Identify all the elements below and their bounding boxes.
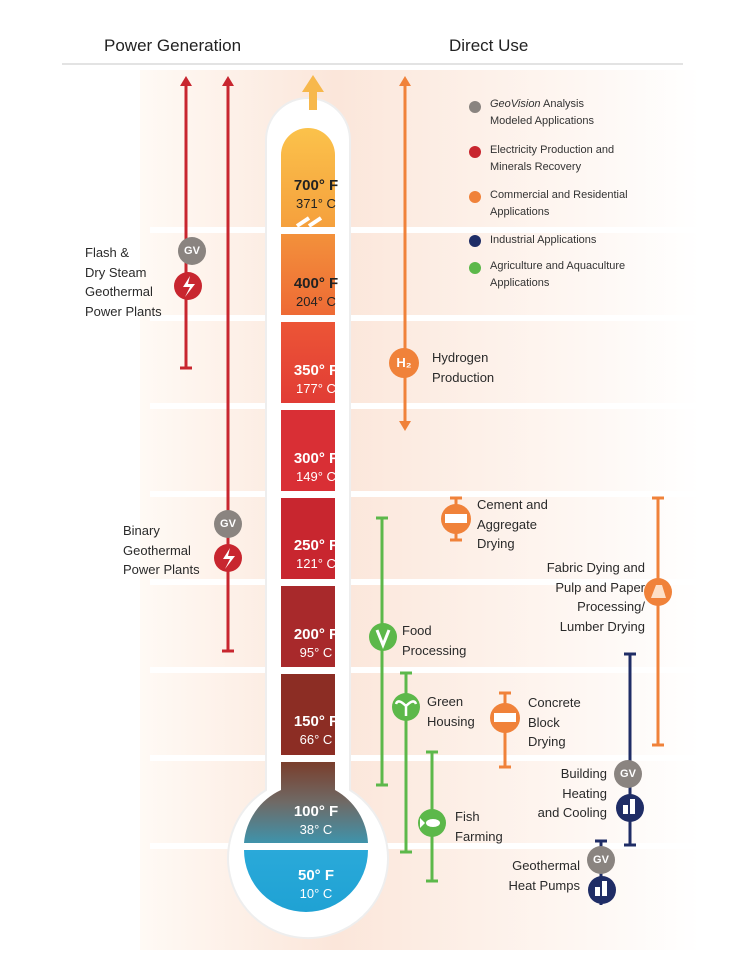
gv-badge-icon: GV: [587, 846, 615, 874]
label-flash-dry-steam: Flash & Dry Steam Geothermal Power Plant…: [85, 245, 162, 319]
gv-badge-icon: [469, 101, 481, 113]
label-building-heating: Building Heating and Cooling: [537, 766, 607, 820]
background-band: [140, 70, 700, 950]
legend-item-agriculture: Agriculture and Aquaculture Applications: [490, 260, 626, 289]
hydrogen-icon: H₂: [389, 348, 419, 378]
temp-label-700: 700° F 371° C: [293, 177, 339, 211]
legend-item-geovision: GeoVision Analysis Modeled Applications: [490, 98, 594, 127]
corn-icon: [369, 623, 397, 651]
label-green-housing: Green Housing: [427, 694, 475, 729]
label-food-processing: Food Processing: [402, 623, 467, 658]
label-hydrogen: Hydrogen Production: [432, 350, 495, 385]
gv-badge-icon: GV: [614, 760, 642, 788]
label-heat-pumps: Geothermal Heat Pumps: [508, 858, 580, 893]
gv-badge-icon: GV: [214, 510, 242, 538]
temp-label-150: 150° F 66° C: [293, 713, 339, 747]
legend-item-industrial: Industrial Applications: [490, 234, 597, 246]
temp-label-100: 100° F 38° C: [293, 803, 339, 837]
up-arrow-icon: [302, 75, 324, 110]
legend-dot-industrial: [469, 235, 481, 247]
header-direct-use: Direct Use: [449, 36, 529, 55]
temp-label-200: 200° F 95° C: [293, 626, 339, 660]
application-icons: [174, 272, 672, 904]
label-concrete: Concrete Block Drying: [528, 695, 581, 749]
header-power-generation: Power Generation: [104, 36, 242, 55]
label-fabric: Fabric Dying and Pulp and Paper Processi…: [546, 560, 645, 634]
legend-item-commercial: Commercial and Residential Applications: [490, 189, 628, 218]
label-fish-farming: Fish Farming: [455, 809, 503, 844]
temp-label-300: 300° F 149° C: [293, 450, 339, 484]
legend-dot-agriculture: [469, 262, 481, 274]
temp-label-400: 400° F 204° C: [293, 275, 339, 309]
temp-label-350: 350° F 177° C: [293, 362, 339, 396]
temp-label-250: 250° F 121° C: [293, 537, 339, 571]
legend-dot-electricity: [469, 146, 481, 158]
legend-item-electricity: Electricity Production and Minerals Reco…: [490, 144, 615, 173]
label-binary: Binary Geothermal Power Plants: [123, 523, 200, 577]
legend-dot-commercial: [469, 191, 481, 203]
gv-badge-icon: GV: [178, 237, 206, 265]
label-cement: Cement and Aggregate Drying: [477, 497, 548, 551]
thermometer: [227, 75, 389, 940]
temp-label-50: 50° F 10° C: [297, 867, 334, 901]
